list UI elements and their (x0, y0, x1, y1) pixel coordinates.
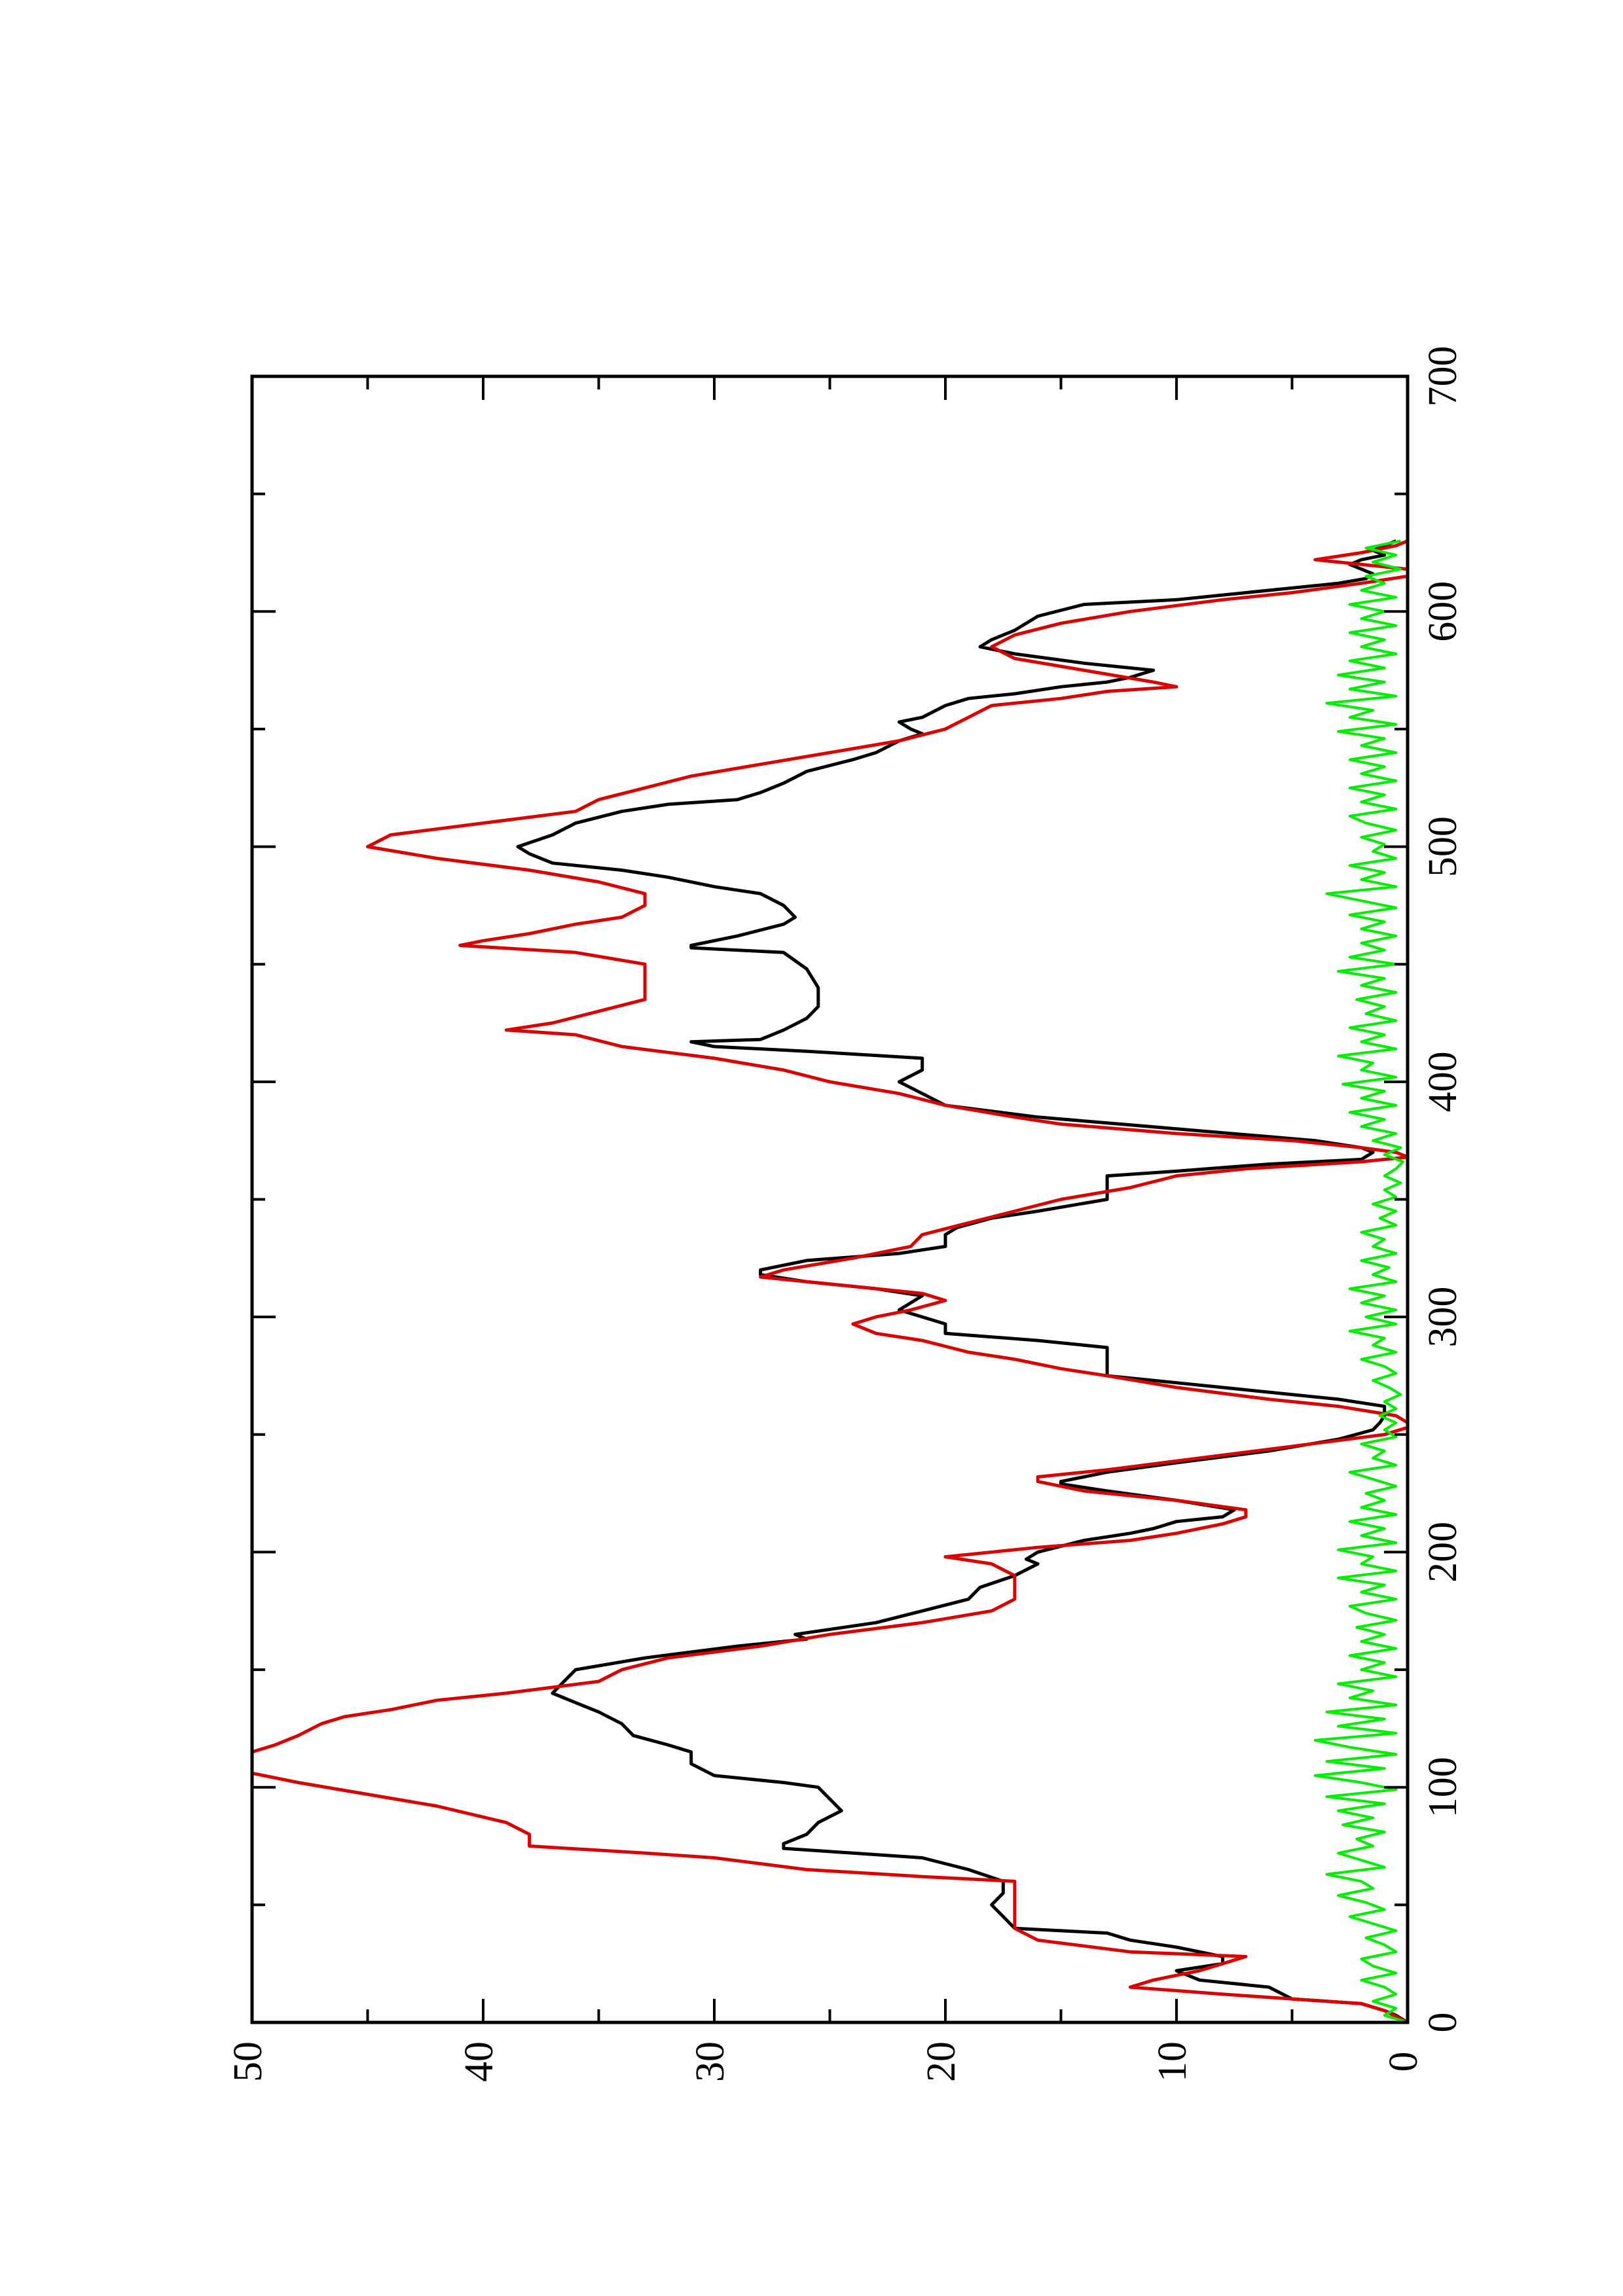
series-layer (252, 539, 1408, 2022)
x-tick-label: 200 (1421, 1522, 1465, 1583)
series-green-line (1313, 539, 1408, 2022)
x-tick-label: 600 (1421, 581, 1465, 642)
y-tick-label: 20 (919, 2041, 964, 2082)
y-tick-label: 0 (1381, 2052, 1426, 2072)
y-tick-label: 30 (688, 2041, 733, 2082)
y-tick-label: 40 (457, 2041, 501, 2082)
x-tick-label: 300 (1421, 1287, 1465, 1348)
x-tick-label: 500 (1421, 816, 1465, 877)
series-black-line (516, 539, 1408, 2022)
y-tick-label: 10 (1150, 2041, 1195, 2082)
x-tick-label: 700 (1421, 346, 1465, 407)
x-tick-label: 100 (1421, 1757, 1465, 1818)
axis-layer: 0 100 200 300 400 500 600 700 0 10 20 30 40 50 (226, 346, 1465, 2083)
x-tick-label: 400 (1421, 1051, 1465, 1112)
x-tick-label: 0 (1421, 2013, 1465, 2033)
y-tick-label: 50 (226, 2041, 270, 2082)
series-red-line (252, 539, 1408, 2022)
